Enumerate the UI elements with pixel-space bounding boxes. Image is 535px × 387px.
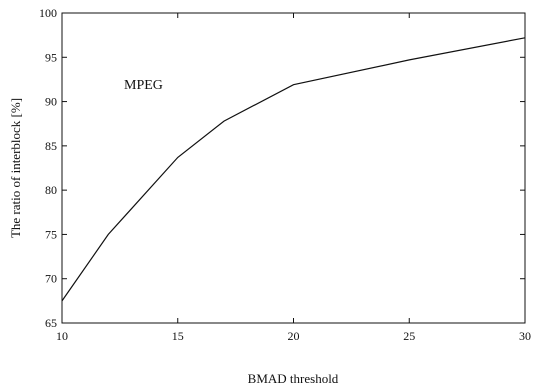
- x-tick-label: 25: [403, 329, 415, 343]
- y-tick-label: 70: [45, 272, 57, 286]
- x-tick-label: 20: [288, 329, 300, 343]
- y-tick-label: 90: [45, 95, 57, 109]
- x-axis-label: BMAD threshold: [248, 371, 339, 386]
- y-tick-label: 65: [45, 316, 57, 330]
- y-tick-label: 100: [39, 6, 57, 20]
- plot-frame: [61, 12, 526, 324]
- mpeg-annotation: MPEG: [124, 78, 163, 93]
- x-tick-label: 30: [519, 329, 531, 343]
- x-tick-label: 15: [172, 329, 184, 343]
- y-tick-label: 85: [45, 139, 57, 153]
- y-tick-label: 80: [45, 183, 57, 197]
- y-axis-label: The ratio of interblock [%]: [8, 98, 23, 238]
- y-axis-ticks: 65 70 75 80 85 90 95 100: [39, 6, 525, 330]
- y-tick-label: 95: [45, 50, 57, 64]
- series-line: [61, 37, 526, 302]
- x-axis-ticks: 10 15 20 25 30: [56, 13, 531, 343]
- x-tick-label: 10: [56, 329, 68, 343]
- y-tick-label: 75: [45, 227, 57, 241]
